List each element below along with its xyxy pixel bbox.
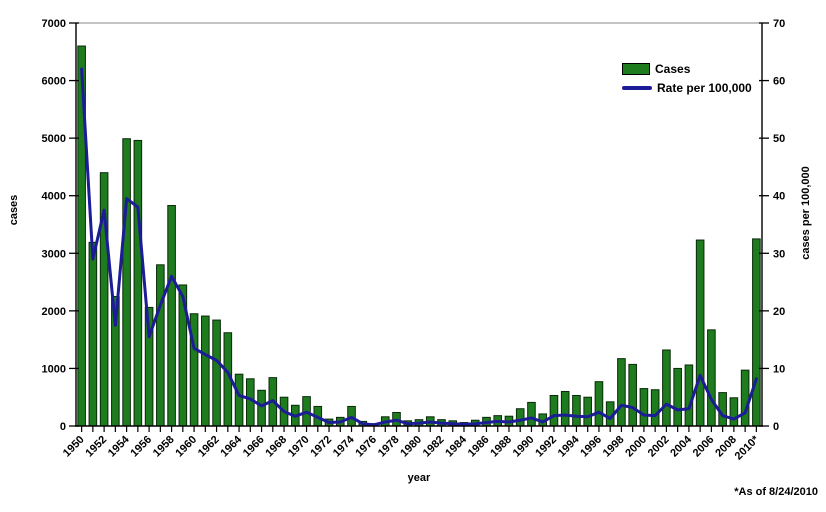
svg-text:1970: 1970 <box>286 434 312 460</box>
svg-text:3000: 3000 <box>42 248 66 260</box>
svg-text:60: 60 <box>773 76 785 88</box>
svg-text:2000: 2000 <box>623 434 649 460</box>
svg-text:30: 30 <box>773 248 785 260</box>
svg-text:7000: 7000 <box>42 18 66 30</box>
svg-text:1986: 1986 <box>466 434 492 460</box>
svg-text:2002: 2002 <box>646 434 672 460</box>
svg-text:1960: 1960 <box>173 434 199 460</box>
svg-text:1966: 1966 <box>241 434 267 460</box>
svg-text:1998: 1998 <box>601 434 627 460</box>
svg-text:50: 50 <box>773 133 785 145</box>
x-axis-title: year <box>407 472 431 484</box>
legend-item-rate: Rate per 100,000 <box>622 81 752 95</box>
svg-text:1950: 1950 <box>61 434 87 460</box>
svg-text:2004: 2004 <box>668 433 694 459</box>
svg-text:1952: 1952 <box>83 434 109 460</box>
svg-text:1992: 1992 <box>533 434 559 460</box>
svg-text:1962: 1962 <box>196 434 222 460</box>
legend-item-cases: Cases <box>622 62 752 76</box>
svg-text:70: 70 <box>773 18 785 30</box>
svg-text:1972: 1972 <box>308 434 334 460</box>
svg-text:2000: 2000 <box>42 306 66 318</box>
left-axis-title: cases <box>8 194 20 226</box>
svg-text:1996: 1996 <box>578 434 604 460</box>
svg-text:1990: 1990 <box>511 434 537 460</box>
footnote: *As of 8/24/2010 <box>734 486 818 498</box>
svg-text:1978: 1978 <box>376 434 402 460</box>
svg-text:1958: 1958 <box>151 434 177 460</box>
svg-text:1000: 1000 <box>42 363 66 375</box>
svg-text:1976: 1976 <box>353 434 379 460</box>
svg-text:1994: 1994 <box>556 433 582 459</box>
svg-text:1980: 1980 <box>398 434 424 460</box>
svg-text:1982: 1982 <box>421 434 447 460</box>
legend-cases-label: Cases <box>655 62 691 76</box>
svg-text:2006: 2006 <box>691 434 717 460</box>
rate-line-swatch-icon <box>622 86 652 90</box>
svg-text:1954: 1954 <box>106 433 132 459</box>
svg-text:1968: 1968 <box>263 434 289 460</box>
svg-text:0: 0 <box>60 421 66 433</box>
svg-text:0: 0 <box>773 421 779 433</box>
svg-text:4000: 4000 <box>42 191 66 203</box>
legend-rate-label: Rate per 100,000 <box>657 81 752 95</box>
svg-text:40: 40 <box>773 191 785 203</box>
svg-text:5000: 5000 <box>42 133 66 145</box>
svg-text:20: 20 <box>773 306 785 318</box>
svg-text:10: 10 <box>773 363 785 375</box>
svg-text:6000: 6000 <box>42 76 66 88</box>
svg-text:1964: 1964 <box>218 433 244 459</box>
svg-text:1988: 1988 <box>488 434 514 460</box>
svg-text:1956: 1956 <box>128 434 154 460</box>
svg-text:1974: 1974 <box>331 433 357 459</box>
right-axis-title: cases per 100,000 <box>800 166 812 260</box>
chart-legend: Cases Rate per 100,000 <box>622 62 752 95</box>
svg-text:1984: 1984 <box>443 433 469 459</box>
svg-text:2010*: 2010* <box>733 433 762 462</box>
cases-swatch-icon <box>622 63 650 75</box>
